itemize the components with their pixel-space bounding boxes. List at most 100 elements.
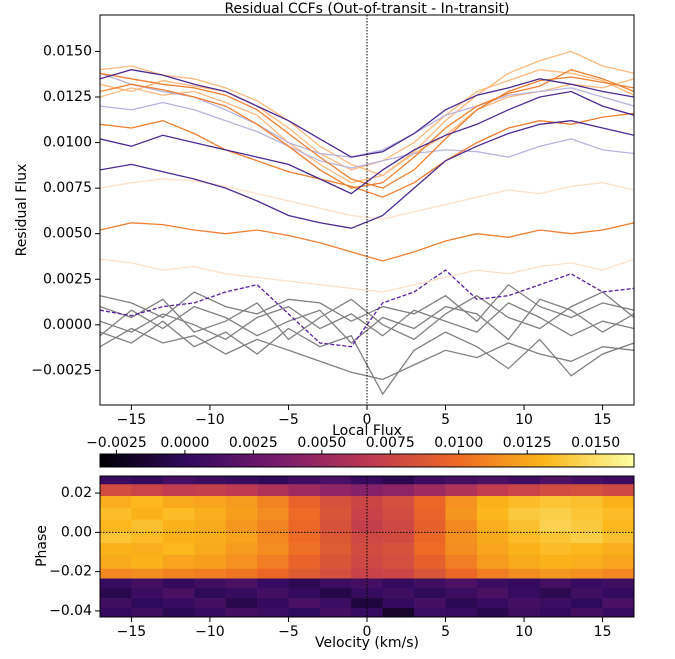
x-axis-label: Velocity (km/s) [315, 635, 419, 651]
heatmap-cell [319, 531, 352, 544]
heatmap-cell [508, 507, 541, 520]
y-tick-label: −0.04 [49, 603, 92, 619]
heatmap-cell [539, 519, 572, 532]
heatmap-cell [602, 543, 635, 556]
colorbar-tick-label: 0.0050 [297, 435, 346, 451]
x-tick-label: 0 [363, 412, 372, 428]
heatmap-cell [194, 578, 226, 589]
heatmap-cell [100, 607, 132, 618]
heatmap-cell [476, 476, 509, 485]
heatmap-cell [288, 496, 321, 509]
heatmap-cell [382, 531, 415, 544]
x-tick-label: −15 [117, 412, 147, 428]
y-tick-label: 0.0100 [43, 135, 92, 151]
heatmap-cell [100, 554, 132, 569]
heatmap-cell [508, 554, 541, 569]
heatmap-cell [382, 496, 415, 509]
heatmap-cell [131, 554, 164, 569]
heatmap-cell [319, 588, 352, 599]
heatmap-cell [288, 598, 321, 609]
heatmap-cell [319, 484, 352, 497]
heatmap-cell [602, 496, 635, 509]
heatmap-cell [539, 578, 572, 589]
heatmap-cell [288, 531, 321, 544]
heatmap-cell [414, 531, 446, 544]
heatmap-cell [319, 496, 352, 509]
heatmap-cell [508, 519, 541, 532]
heatmap-cell [162, 578, 195, 589]
heatmap-cell [162, 531, 195, 544]
heatmap-cell [225, 496, 258, 509]
heatmap-cell [100, 496, 132, 509]
heatmap-cell [508, 484, 541, 497]
heatmap-cell [131, 507, 164, 520]
y-tick-label: 0.0000 [43, 317, 92, 333]
heatmap-cell [257, 484, 289, 497]
heatmap-cell [194, 568, 226, 579]
heatmap-cell [476, 568, 509, 579]
x-tick-label: −15 [117, 624, 147, 640]
heatmap-cell [351, 607, 384, 618]
heatmap-cell [225, 588, 258, 599]
series-line [100, 90, 634, 195]
heatmap-cell [508, 607, 541, 618]
heatmap-cell [131, 543, 164, 556]
heatmap-cell [414, 476, 446, 485]
heatmap-cell [476, 543, 509, 556]
heatmap-cell [257, 554, 289, 569]
heatmap-cell [162, 507, 195, 520]
y-tick-label: 0.0050 [43, 226, 92, 242]
heatmap-cell [257, 531, 289, 544]
heatmap-cell [194, 484, 226, 497]
heatmap-cell [351, 578, 384, 589]
heatmap-cell [476, 598, 509, 609]
heatmap-cell [257, 568, 289, 579]
series-line [100, 258, 634, 293]
heatmap-cell [476, 554, 509, 569]
heatmap-cell [602, 568, 635, 579]
heatmap-cell [539, 496, 572, 509]
heatmap-cell [414, 484, 446, 497]
heatmap-cell [539, 484, 572, 497]
heatmap-cell [100, 578, 132, 589]
heatmap-cell [194, 543, 226, 556]
heatmap-cell [319, 519, 352, 532]
heatmap-cell [288, 484, 321, 497]
heatmap-cell [288, 588, 321, 599]
heatmap-cell [414, 554, 446, 569]
heatmap-cell [225, 484, 258, 497]
heatmap-cell [508, 543, 541, 556]
heatmap-cell [602, 598, 635, 609]
heatmap-cell [288, 554, 321, 569]
heatmap-cell [194, 507, 226, 520]
heatmap-cell [508, 598, 541, 609]
heatmap-cell [257, 598, 289, 609]
heatmap-cell [382, 554, 415, 569]
heatmap-cell [100, 588, 132, 599]
heatmap-cell [225, 568, 258, 579]
colorbar-tick-label: 0.0150 [571, 435, 620, 451]
heatmap-cell [382, 507, 415, 520]
heatmap-cell [476, 484, 509, 497]
x-tick-label: 15 [594, 412, 612, 428]
series-line [100, 320, 634, 396]
colorbar-tick-label: 0.0000 [160, 435, 209, 451]
heatmap-cell [162, 607, 195, 618]
colorbar-tick-label: 0.0075 [366, 435, 415, 451]
y-tick-label: 0.02 [61, 485, 92, 501]
heatmap-cell [162, 543, 195, 556]
heatmap-cell [508, 568, 541, 579]
heatmap-cell [131, 588, 164, 599]
heatmap-cell [414, 598, 446, 609]
heatmap-cell [539, 607, 572, 618]
heatmap-cell [602, 476, 635, 485]
x-tick-label: 5 [441, 624, 450, 640]
heatmap-cell [225, 598, 258, 609]
heatmap-cell [414, 568, 446, 579]
heatmap-cell [257, 543, 289, 556]
heatmap-cell [571, 578, 603, 589]
x-tick-label: −10 [195, 412, 225, 428]
x-tick-label: −5 [278, 412, 299, 428]
heatmap-cell [571, 543, 603, 556]
heatmap-cell [571, 496, 603, 509]
